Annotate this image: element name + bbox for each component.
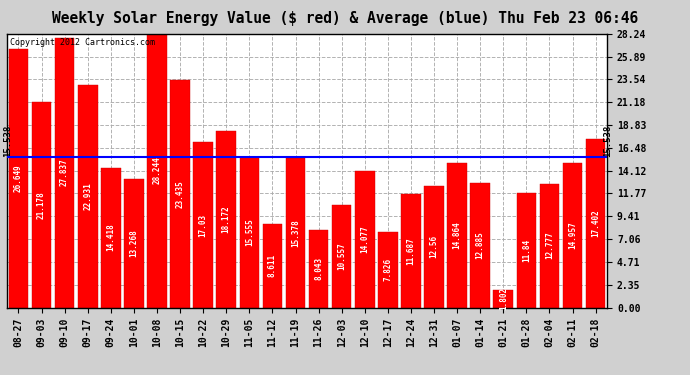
Text: 26.649: 26.649 (14, 165, 23, 192)
Bar (124, 179, 144, 308)
Text: 15.378: 15.378 (291, 219, 300, 247)
Bar (447, 164, 467, 308)
Text: 8.611: 8.611 (268, 254, 277, 278)
Text: 28.244: 28.244 (152, 157, 161, 184)
Bar (424, 186, 444, 308)
Bar (309, 230, 328, 308)
Text: 14.418: 14.418 (106, 224, 115, 252)
Text: 23.435: 23.435 (175, 180, 184, 208)
Text: Weekly Solar Energy Value ($ red) & Average (blue) Thu Feb 23 06:46: Weekly Solar Energy Value ($ red) & Aver… (52, 11, 638, 26)
Text: 22.931: 22.931 (83, 183, 92, 210)
Bar (471, 183, 490, 308)
Bar (517, 193, 536, 308)
Bar (170, 80, 190, 308)
Bar (332, 205, 351, 308)
Text: 1.802: 1.802 (499, 287, 508, 310)
Text: 27.837: 27.837 (60, 159, 69, 186)
Text: 11.84: 11.84 (522, 238, 531, 262)
Bar (55, 38, 75, 308)
Text: 7.826: 7.826 (384, 258, 393, 281)
Bar (378, 232, 397, 308)
Text: 8.043: 8.043 (314, 257, 323, 280)
Bar (32, 102, 51, 308)
Text: 15.538: 15.538 (602, 124, 612, 157)
Text: 15.555: 15.555 (245, 218, 254, 246)
Bar (401, 194, 421, 308)
Text: 17.03: 17.03 (199, 213, 208, 237)
Bar (101, 168, 121, 308)
Bar (286, 158, 305, 308)
Text: 17.402: 17.402 (591, 209, 600, 237)
Text: 12.56: 12.56 (430, 235, 439, 258)
Bar (540, 184, 560, 308)
Text: Copyright 2012 Cartronics.com: Copyright 2012 Cartronics.com (10, 38, 155, 47)
Bar (239, 157, 259, 308)
Text: 14.864: 14.864 (453, 222, 462, 249)
Text: 12.777: 12.777 (545, 232, 554, 260)
Text: 12.885: 12.885 (475, 231, 484, 259)
Bar (586, 139, 605, 308)
Bar (563, 162, 582, 308)
Bar (9, 49, 28, 308)
Text: 10.557: 10.557 (337, 243, 346, 270)
Text: 14.077: 14.077 (360, 225, 369, 253)
Bar (355, 171, 375, 308)
Text: 21.178: 21.178 (37, 191, 46, 219)
Bar (217, 131, 236, 308)
Bar (78, 85, 97, 308)
Text: 14.957: 14.957 (568, 221, 577, 249)
Text: 15.538: 15.538 (3, 124, 12, 157)
Bar (263, 224, 282, 308)
Bar (193, 142, 213, 308)
Text: 11.687: 11.687 (406, 237, 415, 265)
Text: 18.172: 18.172 (221, 206, 230, 233)
Bar (147, 34, 167, 308)
Text: 13.268: 13.268 (130, 230, 139, 257)
Bar (493, 290, 513, 308)
